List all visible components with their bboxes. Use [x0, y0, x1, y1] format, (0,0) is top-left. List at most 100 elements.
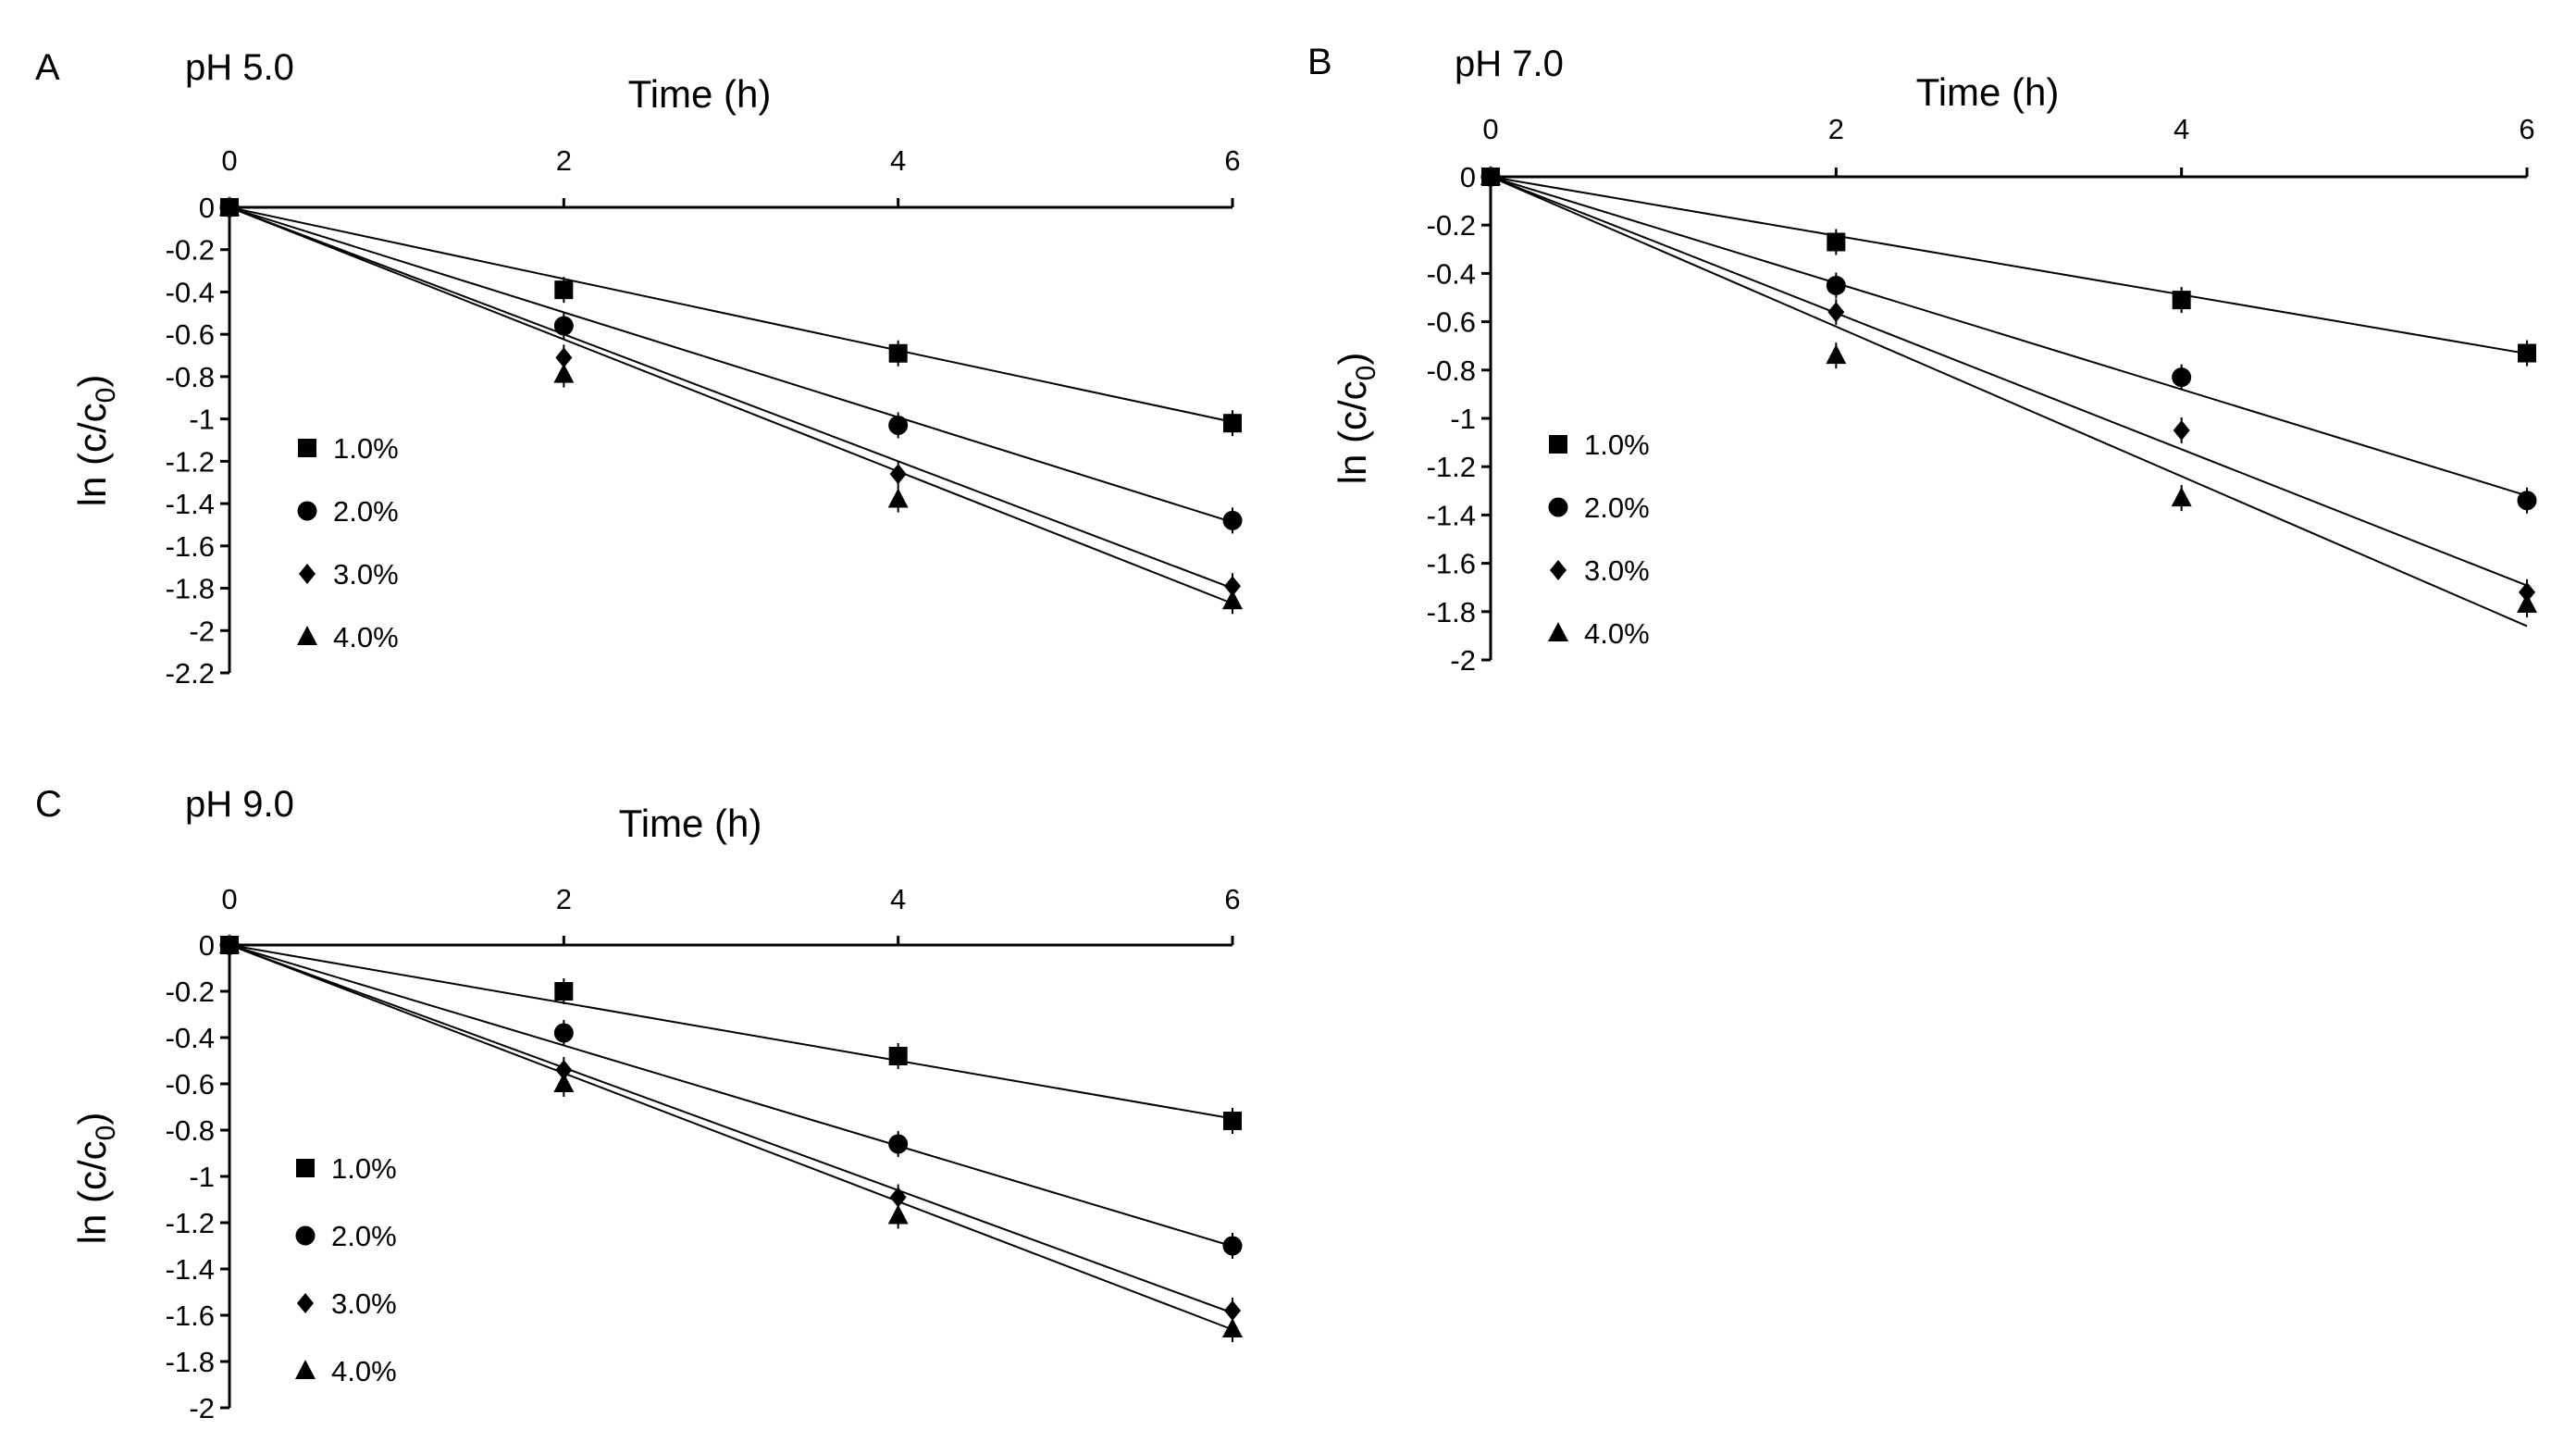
legend-label: 1.0% [331, 1152, 397, 1185]
series-2.0% [219, 197, 1243, 534]
data-point [1222, 510, 1243, 530]
y-tick-label: -0.6 [1427, 306, 1476, 339]
trend-line [229, 944, 1233, 1331]
trend-line [229, 944, 1233, 1120]
y-tick-label: -2 [189, 615, 215, 647]
data-point [887, 1204, 909, 1225]
series-1.0% [220, 936, 1242, 1134]
x-tick-label: 0 [1482, 113, 1498, 145]
data-point [553, 316, 574, 336]
data-point [1826, 344, 1847, 365]
x-tick-label: 6 [1224, 144, 1240, 177]
y-tick-label: -0.8 [166, 1114, 215, 1147]
data-point [219, 196, 240, 216]
y-tick-label: -0.4 [1427, 257, 1476, 290]
y-axis-title: ln (c/c0) [70, 375, 121, 507]
y-tick-label: -1.4 [1427, 499, 1476, 531]
legend-label: 1.0% [1584, 429, 1650, 461]
data-point [2171, 487, 2192, 507]
legend-marker [296, 1159, 315, 1177]
data-point [1224, 576, 1241, 597]
y-tick-label: -2.2 [166, 657, 215, 690]
y-tick-label: -1.6 [1427, 548, 1476, 580]
data-point [555, 347, 573, 368]
y-tick-label: -0.6 [166, 318, 215, 351]
panel-title: pH 9.0 [185, 784, 294, 825]
y-tick-label: 0 [1460, 161, 1476, 193]
panel-title: pH 7.0 [1455, 44, 1564, 84]
legend-marker [1548, 497, 1568, 517]
y-tick-label: 0 [199, 929, 215, 962]
x-tick-label: 2 [1828, 113, 1844, 145]
data-point [553, 363, 575, 383]
y-tick-label: 0 [199, 192, 215, 224]
panel-letter: A [35, 47, 60, 88]
data-point [1826, 275, 1846, 295]
x-tick-label: 6 [1224, 883, 1240, 915]
x-tick-label: 4 [890, 144, 906, 177]
x-tick-label: 2 [556, 144, 572, 177]
x-tick-label: 4 [2174, 113, 2189, 145]
data-point [553, 1023, 574, 1043]
legend-marker [299, 564, 316, 584]
y-tick-label: -1.8 [166, 573, 215, 605]
series-4.0% [1480, 166, 2537, 628]
data-point [219, 934, 240, 953]
series-3.0% [221, 197, 1241, 600]
data-point [553, 1073, 575, 1092]
y-tick-label: -2 [1450, 644, 1476, 677]
x-axis-title: Time (h) [628, 72, 772, 116]
y-tick-label: -1 [1450, 403, 1476, 435]
y-axis-title: ln (c/c0) [1331, 353, 1381, 485]
series-4.0% [219, 934, 1243, 1342]
series-2.0% [1480, 167, 2537, 514]
y-tick-label: -0.8 [1427, 354, 1476, 387]
data-point [554, 280, 574, 300]
panel-letter: B [1307, 42, 1332, 82]
data-point [888, 415, 909, 435]
y-tick-label: -0.2 [166, 234, 215, 267]
legend-label: 3.0% [331, 1287, 397, 1320]
legend-label: 4.0% [331, 1355, 397, 1387]
legend-label: 2.0% [1584, 491, 1650, 524]
legend-marker [298, 439, 316, 457]
y-tick-label: -1.8 [1427, 596, 1476, 628]
y-tick-label: -0.2 [1427, 209, 1476, 242]
y-tick-label: -0.8 [166, 361, 215, 393]
data-point [1222, 1318, 1243, 1337]
legend-marker [1549, 435, 1567, 454]
y-tick-label: -1 [189, 1161, 215, 1193]
data-point [888, 1047, 908, 1065]
x-tick-label: 4 [890, 883, 906, 915]
legend-label: 2.0% [331, 1220, 397, 1252]
legend-label: 4.0% [333, 621, 399, 653]
trend-line [1490, 176, 2528, 497]
y-tick-label: -1.6 [166, 1300, 215, 1332]
series-1.0% [220, 198, 1242, 437]
data-point [1480, 166, 1501, 185]
y-tick-label: -2 [189, 1392, 215, 1424]
legend: 1.0% 2.0% 3.0% 4.0% [297, 432, 399, 653]
legend-marker [295, 1360, 316, 1379]
series-3.0% [221, 935, 1241, 1324]
legend-label: 3.0% [1584, 554, 1650, 587]
data-point [887, 488, 909, 508]
trend-line [1490, 176, 2528, 587]
series-2.0% [219, 935, 1243, 1259]
legend-marker [297, 501, 317, 521]
y-tick-label: -1.4 [166, 488, 215, 520]
data-point [2518, 343, 2536, 363]
trend-line [1490, 176, 2528, 628]
data-point [888, 343, 908, 363]
trend-line [229, 206, 1233, 590]
y-tick-label: -1.2 [1427, 451, 1476, 483]
legend: 1.0% 2.0% 3.0% 4.0% [295, 1152, 397, 1387]
legend-label: 4.0% [1584, 617, 1650, 650]
series-4.0% [219, 196, 1243, 615]
data-point [888, 1134, 909, 1154]
data-point [889, 464, 907, 485]
